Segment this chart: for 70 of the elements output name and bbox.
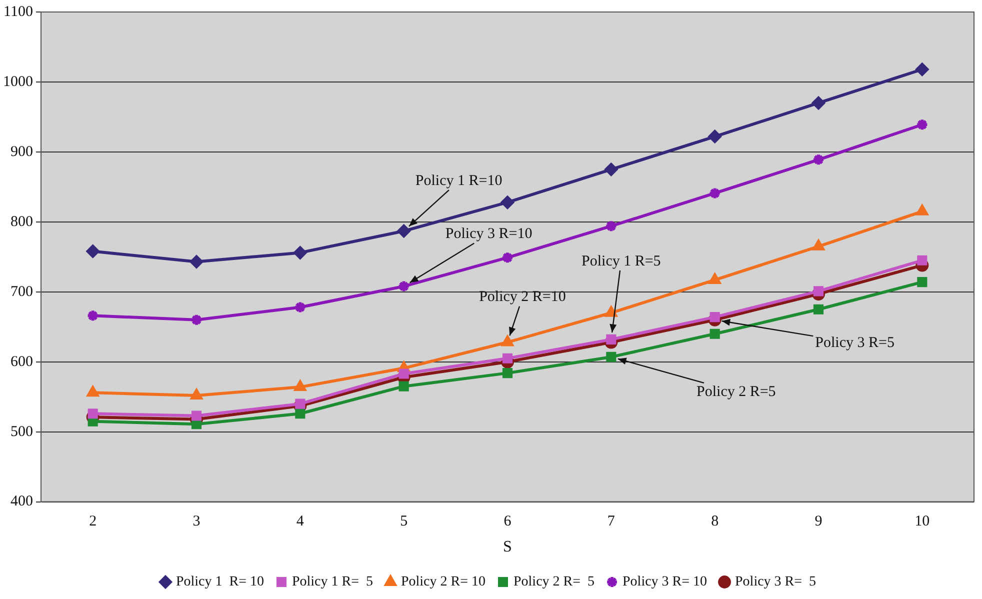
x-tick-label: 5 <box>400 514 408 530</box>
annotation: Policy 1 R=10 <box>415 172 502 189</box>
point <box>88 408 98 419</box>
legend-label: Policy 3 R= 5 <box>735 574 816 590</box>
y-tick-label: 600 <box>10 354 33 370</box>
point <box>708 130 722 144</box>
x-axis-title: S <box>503 538 512 556</box>
y-tick-label: 800 <box>10 214 33 230</box>
y-tick-label: 1100 <box>4 4 33 20</box>
legend-label: Policy 1 R= 5 <box>292 574 373 590</box>
y-tick-label: 1000 <box>3 74 33 90</box>
point <box>604 220 618 233</box>
x-tick-label: 7 <box>607 514 616 530</box>
point <box>502 353 513 364</box>
point <box>813 286 824 296</box>
point <box>398 381 409 392</box>
point <box>604 162 618 176</box>
point <box>87 386 99 397</box>
point <box>295 398 306 409</box>
y-tick-label: 400 <box>10 494 33 510</box>
point <box>710 328 720 339</box>
point <box>916 62 929 76</box>
point <box>812 240 824 250</box>
x-tick-label: 8 <box>711 514 719 530</box>
point <box>294 246 307 260</box>
point <box>397 280 410 293</box>
point <box>502 336 514 346</box>
x-tick-label: 6 <box>504 514 512 530</box>
annotation: Policy 3 R=5 <box>815 334 894 351</box>
point <box>710 312 720 322</box>
legend-label: Policy 2 R= 10 <box>400 574 486 590</box>
point <box>812 96 825 110</box>
point <box>501 196 514 209</box>
legend-label: Policy 3 R= 10 <box>622 574 708 590</box>
annotation: Policy 2 R=5 <box>696 384 776 400</box>
legend-label: Policy 1 R= 10 <box>176 574 264 590</box>
point <box>190 313 203 326</box>
point <box>501 251 514 264</box>
point <box>294 380 306 392</box>
point <box>295 408 306 419</box>
point <box>502 368 513 378</box>
point <box>606 352 616 362</box>
y-tick-label: 500 <box>10 424 33 440</box>
point <box>397 224 410 238</box>
point <box>606 334 616 344</box>
point <box>86 244 100 258</box>
x-tick-label: 2 <box>89 514 97 530</box>
point <box>398 368 409 379</box>
point <box>294 300 307 314</box>
point <box>709 273 721 284</box>
point <box>190 388 202 400</box>
point <box>916 204 928 216</box>
annotation: Policy 2 R=10 <box>479 289 566 306</box>
point <box>708 186 722 200</box>
point <box>917 277 928 288</box>
legend-label: Policy 2 R= 5 <box>514 574 595 590</box>
annotation: Policy 1 R=5 <box>582 253 661 270</box>
x-tick-label: 9 <box>814 514 822 530</box>
x-tick-label: 10 <box>914 514 930 530</box>
point <box>605 306 617 317</box>
y-tick-label: 900 <box>10 144 33 160</box>
annotation: Policy 3 R=10 <box>445 226 532 242</box>
y-tick-label: 700 <box>10 284 33 300</box>
point <box>813 304 824 314</box>
x-tick-label: 4 <box>296 514 304 530</box>
point <box>190 255 203 268</box>
point <box>191 410 202 421</box>
x-tick-label: 3 <box>192 514 200 530</box>
point <box>917 255 928 266</box>
point <box>812 153 825 166</box>
